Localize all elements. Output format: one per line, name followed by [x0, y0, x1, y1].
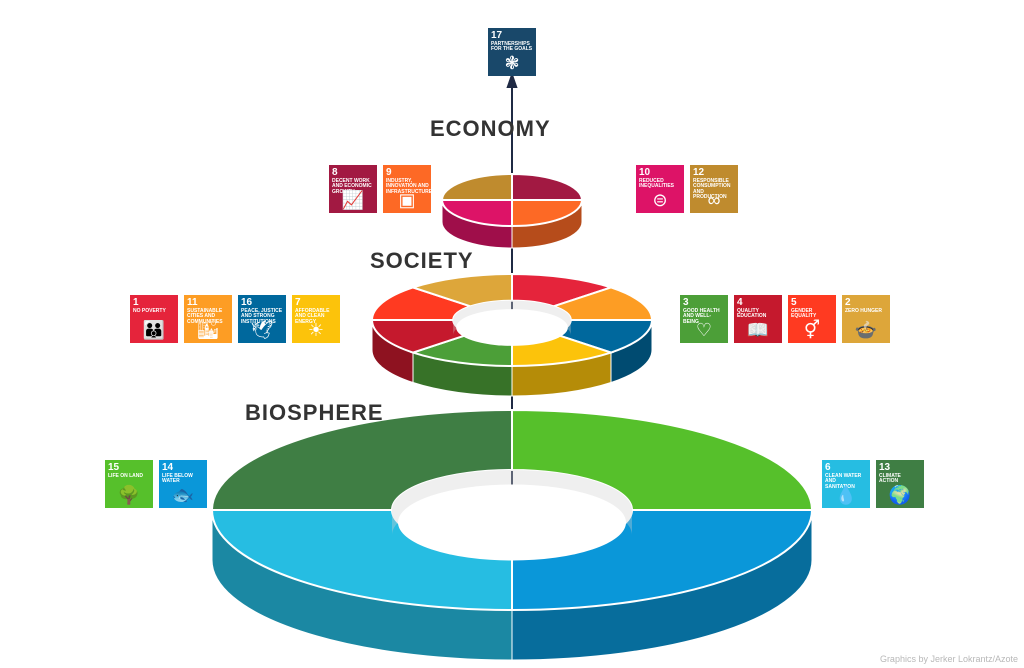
- sdg-number: 7: [295, 298, 301, 308]
- sdg-icon: ⊜: [636, 191, 684, 209]
- sdg-icon: 🐟: [159, 486, 207, 504]
- sdg-number: 5: [791, 298, 797, 308]
- sdg-label: PARTNERSHIPS FOR THE GOALS: [491, 42, 533, 53]
- sdg-group-3: 1NO POVERTY 👪 11SUSTAINABLE CITIES AND COM…: [130, 295, 340, 343]
- sdg-17-tile: 17PARTNERSHIPS FOR THE GOALS❃: [488, 28, 536, 76]
- sdg-number: 3: [683, 298, 689, 308]
- sdg-group-6: 6CLEAN WATER AND SANITATION💧13CLIMATE AC…: [822, 460, 924, 508]
- sdg-11-tile: 11SUSTAINABLE CITIES AND COMMUNITIES🏙: [184, 295, 232, 343]
- sdg-group-4: 3GOOD HEALTH AND WELL-BEING♡4QUALITY EDU…: [680, 295, 890, 343]
- sdg-number: 15: [108, 463, 119, 473]
- sdg-icon: 🍲: [842, 321, 890, 339]
- sdg-label: CLIMATE ACTION: [879, 474, 921, 485]
- sdg-12-tile: 12RESPONSIBLE CONSUMPTION AND PRODUCTION…: [690, 165, 738, 213]
- sdg-icon: 🕊: [238, 321, 286, 339]
- sdg-group-0: 17PARTNERSHIPS FOR THE GOALS❃: [488, 28, 536, 76]
- sdg-number: 6: [825, 463, 831, 473]
- sdg-label: NO POVERTY: [133, 309, 166, 314]
- sdg-group-5: 15LIFE ON LAND 🌳 14LIFE BELOW WATER🐟: [105, 460, 207, 508]
- layer-biosphere: [212, 410, 812, 660]
- sdg-number: 17: [491, 31, 502, 41]
- label-biosphere: BIOSPHERE: [245, 400, 384, 426]
- sdg-number: 10: [639, 168, 650, 178]
- sdg-icon: 👪: [130, 321, 178, 339]
- sdg-7-tile: 7AFFORDABLE AND CLEAN ENERGY☀: [292, 295, 340, 343]
- sdg-13-tile: 13CLIMATE ACTION🌍: [876, 460, 924, 508]
- sdg-15-tile: 15LIFE ON LAND 🌳: [105, 460, 153, 508]
- sdg-icon: 🌳: [105, 486, 153, 504]
- sdg-number: 1: [133, 298, 139, 308]
- sdg-4-tile: 4QUALITY EDUCATION📖: [734, 295, 782, 343]
- sdg-number: 11: [187, 298, 198, 308]
- label-economy: ECONOMY: [430, 116, 551, 142]
- sdg-icon: 🌍: [876, 486, 924, 504]
- sdg-label: ZERO HUNGER: [845, 309, 882, 314]
- sdg-wedding-cake-diagram: { "canvas":{"w":1024,"h":668,"bg":"#ffff…: [0, 0, 1024, 668]
- sdg-icon: ∞: [690, 191, 738, 209]
- sdg-label: QUALITY EDUCATION: [737, 309, 779, 320]
- sdg-label: REDUCED INEQUALITIES: [639, 179, 681, 190]
- credit-text: Graphics by Jerker Lokrantz/Azote: [880, 654, 1018, 664]
- sdg-14-tile: 14LIFE BELOW WATER🐟: [159, 460, 207, 508]
- sdg-number: 2: [845, 298, 851, 308]
- sdg-number: 13: [879, 463, 890, 473]
- sdg-label: GENDER EQUALITY: [791, 309, 833, 320]
- sdg-label: LIFE BELOW WATER: [162, 474, 204, 485]
- sdg-icon: 💧: [822, 486, 870, 504]
- sdg-9-tile: 9INDUSTRY, INNOVATION AND INFRASTRUCTURE…: [383, 165, 431, 213]
- sdg-6-tile: 6CLEAN WATER AND SANITATION💧: [822, 460, 870, 508]
- sdg-number: 4: [737, 298, 743, 308]
- sdg-group-2: 10REDUCED INEQUALITIES⊜12RESPONSIBLE CON…: [636, 165, 738, 213]
- sdg-2-tile: 2ZERO HUNGER 🍲: [842, 295, 890, 343]
- sdg-icon: 📈: [329, 191, 377, 209]
- sdg-label: LIFE ON LAND: [108, 474, 143, 479]
- sdg-number: 14: [162, 463, 173, 473]
- label-society: SOCIETY: [370, 248, 474, 274]
- sdg-5-tile: 5GENDER EQUALITY⚥: [788, 295, 836, 343]
- layer-economy: [442, 174, 582, 248]
- layer-society: [372, 274, 652, 396]
- sdg-number: 8: [332, 168, 338, 178]
- sdg-icon: ❃: [488, 54, 536, 72]
- sdg-group-1: 8DECENT WORK AND ECONOMIC GROWTH📈9INDUST…: [329, 165, 431, 213]
- sdg-number: 16: [241, 298, 252, 308]
- sdg-number: 9: [386, 168, 392, 178]
- sdg-icon: ▣: [383, 191, 431, 209]
- sdg-icon: 📖: [734, 321, 782, 339]
- sdg-icon: 🏙: [184, 321, 232, 339]
- sdg-number: 12: [693, 168, 704, 178]
- sdg-icon: ♡: [680, 321, 728, 339]
- sdg-icon: ⚥: [788, 321, 836, 339]
- sdg-8-tile: 8DECENT WORK AND ECONOMIC GROWTH📈: [329, 165, 377, 213]
- sdg-10-tile: 10REDUCED INEQUALITIES⊜: [636, 165, 684, 213]
- sdg-icon: ☀: [292, 321, 340, 339]
- sdg-1-tile: 1NO POVERTY 👪: [130, 295, 178, 343]
- sdg-16-tile: 16PEACE, JUSTICE AND STRONG INSTITUTIONS…: [238, 295, 286, 343]
- sdg-3-tile: 3GOOD HEALTH AND WELL-BEING♡: [680, 295, 728, 343]
